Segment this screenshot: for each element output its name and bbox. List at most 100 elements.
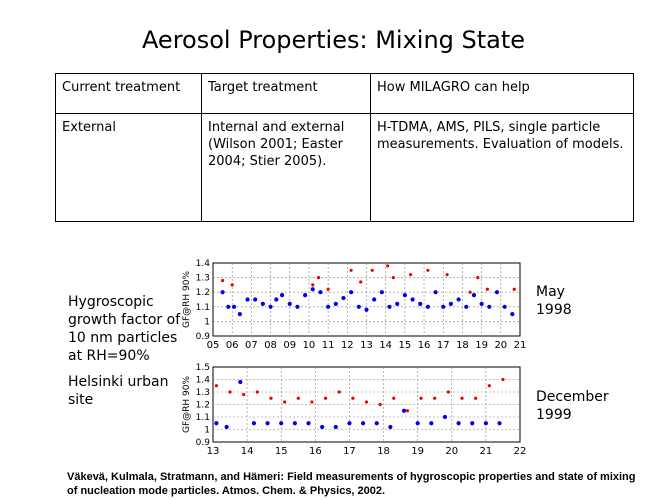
y-tick-label: 1.4: [196, 376, 211, 386]
blue-data-point: [253, 297, 258, 302]
x-tick-label: 21: [480, 446, 493, 457]
blue-data-point: [379, 290, 384, 295]
december-1999-label: December 1999: [536, 389, 609, 423]
y-axis-label: GF@RH 90%: [182, 376, 192, 433]
blue-data-point: [464, 304, 469, 309]
blue-data-point: [238, 379, 243, 385]
x-tick-label: 08: [264, 340, 277, 351]
red-data-point: [283, 400, 287, 404]
slide-title: Aerosol Properties: Mixing State: [141, 26, 526, 54]
blue-data-point: [287, 301, 292, 306]
red-data-point: [476, 276, 480, 280]
table-row: External Internal and external (Wilson 2…: [55, 113, 634, 222]
blue-data-point: [333, 424, 338, 430]
y-tick-label: 0.9: [196, 332, 211, 342]
treatment-table: Current treatment Target treatment How M…: [55, 73, 634, 222]
blue-data-point: [326, 304, 331, 309]
blue-data-point: [487, 304, 492, 309]
blue-data-point: [347, 421, 352, 426]
x-tick-label: 16: [418, 340, 431, 351]
blue-data-point: [494, 290, 500, 295]
x-tick-label: 20: [445, 446, 458, 457]
blue-data-point: [274, 297, 279, 302]
y-tick-label: 1.2: [196, 288, 210, 298]
cell-target: Internal and external (Wilson 2001; East…: [201, 113, 371, 222]
y-tick-label: 1.5: [196, 363, 210, 373]
red-data-point: [405, 409, 410, 413]
red-data-point: [359, 280, 363, 284]
header-current-treatment: Current treatment: [55, 73, 202, 114]
x-tick-label: 20: [494, 340, 507, 351]
y-tick-label: 0.9: [196, 438, 211, 448]
blue-data-point: [303, 293, 308, 298]
x-tick-label: 10: [303, 340, 316, 351]
blue-data-point: [268, 304, 273, 309]
red-data-point: [426, 268, 430, 272]
red-data-point: [296, 396, 300, 400]
y-tick-label: 1.2: [196, 401, 210, 411]
x-tick-label: 13: [360, 340, 373, 351]
x-tick-label: 17: [437, 340, 450, 351]
blue-data-point: [224, 424, 229, 430]
y-tick-label: 1: [204, 426, 210, 436]
blue-data-point: [349, 290, 354, 295]
x-tick-label: 18: [456, 340, 469, 351]
blue-data-point: [402, 293, 407, 298]
blue-data-point: [279, 421, 284, 426]
cell-milagro: H-TDMA, AMS, PILS, single particle measu…: [370, 113, 634, 222]
red-data-point: [228, 390, 232, 394]
red-data-point: [326, 287, 330, 291]
blue-data-point: [448, 301, 454, 306]
x-tick-label: 21: [514, 340, 527, 351]
blue-data-point: [356, 304, 361, 309]
red-data-point: [446, 390, 450, 394]
red-data-point: [474, 396, 478, 400]
red-data-point: [230, 283, 234, 287]
site-label: Helsinki urban site: [68, 374, 169, 408]
red-data-point: [349, 268, 353, 272]
y-axis-label: GF@RH 90%: [182, 271, 192, 328]
blue-data-point: [318, 290, 323, 295]
red-data-point: [337, 390, 341, 394]
y-tick-label: 1.3: [196, 274, 210, 284]
red-data-point: [419, 396, 423, 400]
x-tick-label: 15: [275, 446, 288, 457]
blue-data-point: [387, 304, 392, 309]
blue-data-point: [471, 293, 477, 298]
blue-data-point: [497, 421, 502, 426]
x-tick-label: 14: [241, 446, 254, 457]
x-tick-label: 19: [411, 446, 424, 457]
y-tick-label: 1.1: [196, 303, 210, 313]
header-milagro-help: How MILAGRO can help: [370, 73, 634, 114]
x-tick-label: 07: [245, 340, 258, 351]
blue-data-point: [320, 424, 325, 430]
blue-data-point: [237, 312, 242, 317]
may-1998-label: May 1998: [536, 284, 572, 318]
chart-0: 0.9 1 1.1 1.2 1.3 1.4 05 06 07 08 09 10 11 12 13 14 15 16…: [182, 259, 526, 351]
x-tick-label: 09: [283, 340, 296, 351]
red-data-point: [487, 384, 491, 388]
blue-data-point: [341, 295, 346, 301]
x-tick-label: 19: [475, 340, 488, 351]
x-tick-label: 12: [341, 340, 354, 351]
blue-data-point: [220, 290, 225, 295]
red-data-point: [460, 396, 464, 400]
blue-data-point: [479, 301, 484, 306]
blue-data-point: [456, 421, 461, 426]
red-data-point: [242, 392, 246, 397]
red-data-point: [220, 278, 225, 283]
blue-data-point: [226, 304, 231, 309]
blue-data-point: [251, 421, 257, 426]
blue-data-point: [214, 421, 219, 426]
red-data-point: [445, 273, 449, 277]
blue-data-point: [401, 408, 407, 413]
x-tick-label: 22: [514, 446, 527, 457]
blue-data-point: [374, 421, 379, 426]
blue-data-point: [415, 421, 420, 426]
blue-data-point: [410, 297, 415, 302]
blue-data-point: [292, 421, 297, 426]
red-data-point: [269, 396, 273, 400]
red-data-point: [391, 276, 395, 280]
red-data-point: [392, 396, 396, 400]
red-data-point: [386, 264, 390, 268]
